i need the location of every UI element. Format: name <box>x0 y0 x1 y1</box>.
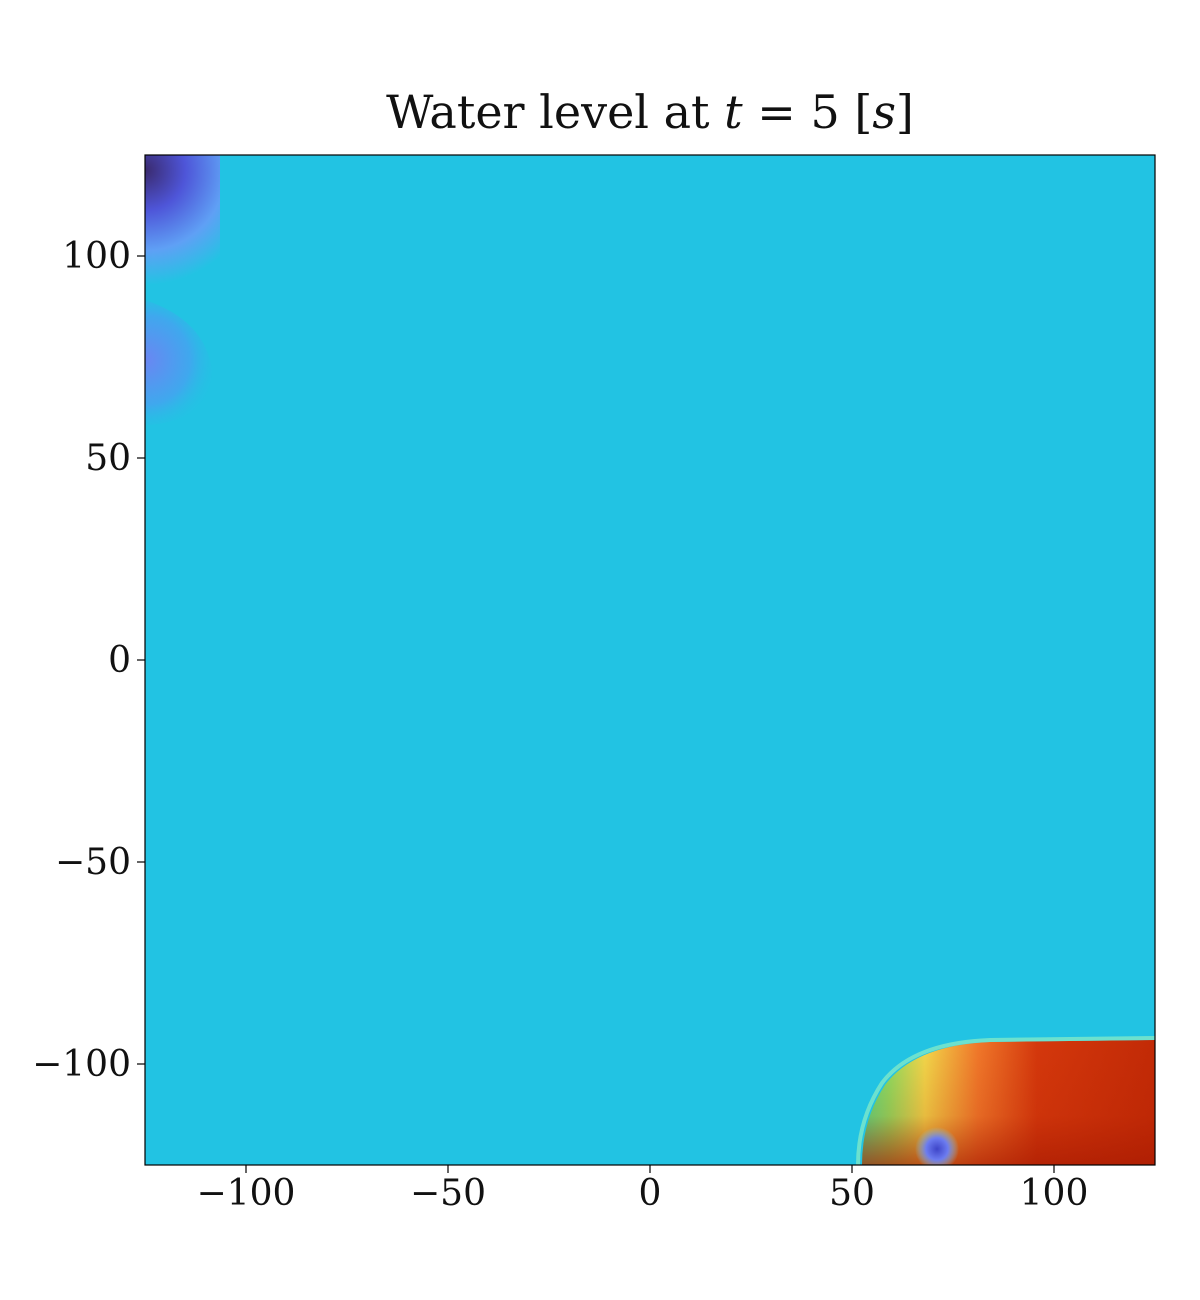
y-tick-label: 50 <box>85 438 131 479</box>
x-tick-label: 100 <box>1020 1173 1089 1214</box>
y-tick-label: −50 <box>55 842 131 883</box>
heatmap-region-high-bottom-right-edge <box>856 1036 1155 1165</box>
y-tick-label: −100 <box>32 1044 131 1085</box>
heatmap-spot-low <box>915 1127 959 1165</box>
y-tick-label: 0 <box>108 640 131 681</box>
x-tick-label: −50 <box>410 1173 486 1214</box>
chart-title: Water level at t = 5 [s] <box>386 85 914 139</box>
x-tick-label: 50 <box>829 1173 875 1214</box>
heatmap-background <box>145 155 1155 1165</box>
y-tick-label: 100 <box>62 236 131 277</box>
x-axis: −100 −50 0 50 100 <box>197 1165 1089 1214</box>
x-tick-label: 0 <box>639 1173 662 1214</box>
heatmap-field <box>145 155 1155 1165</box>
y-axis: 100 50 0 −50 −100 <box>32 236 145 1085</box>
heatmap-region-low-top-left-lobe <box>145 300 212 425</box>
x-tick-label: −100 <box>197 1173 296 1214</box>
